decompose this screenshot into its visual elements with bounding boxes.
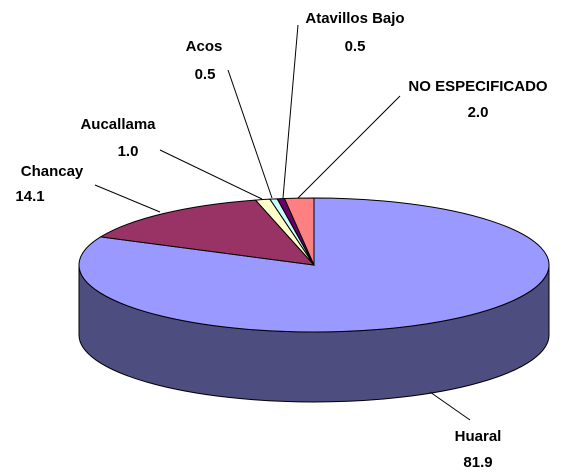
leader-line (429, 391, 471, 421)
pie-slice (99, 199, 316, 266)
slice-label: Chancay (21, 163, 84, 180)
leader-line (227, 69, 273, 199)
slice-label: Aucallama (80, 116, 156, 133)
leader-line (159, 149, 263, 200)
leader-line (297, 95, 401, 199)
slice-label: Acos (186, 38, 223, 55)
slice-label: Huaral (455, 428, 502, 445)
slice-label: Atavillos Bajo (305, 10, 404, 27)
leader-line (94, 184, 161, 213)
pie-slice (283, 197, 315, 266)
value-label: 81.9 (463, 454, 492, 471)
value-label: 0.5 (195, 66, 216, 83)
value-label: 0.5 (345, 38, 366, 55)
leader-line (282, 24, 299, 199)
value-label: 14.1 (15, 188, 44, 205)
value-label: 1.0 (118, 143, 139, 160)
slice-label: NO ESPECIFICADO (408, 78, 548, 95)
value-label: 2.0 (468, 104, 489, 121)
